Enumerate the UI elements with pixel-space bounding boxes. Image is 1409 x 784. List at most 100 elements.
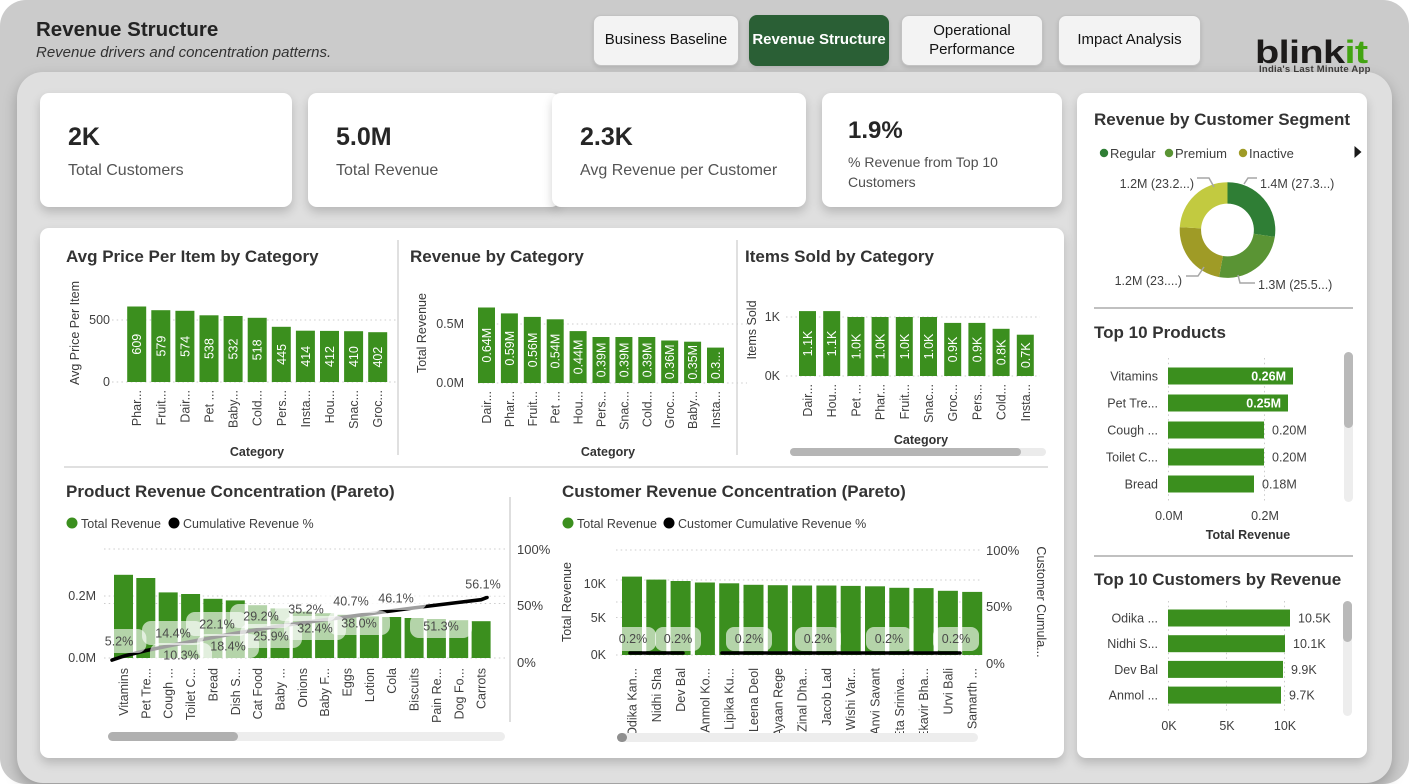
svg-text:402: 402 — [371, 347, 385, 368]
svg-text:Odika ...: Odika ... — [1111, 612, 1158, 626]
svg-text:1.0K: 1.0K — [874, 333, 888, 359]
svg-text:Insta...: Insta... — [709, 391, 723, 429]
svg-text:532: 532 — [227, 339, 241, 360]
svg-text:Pet Tre...: Pet Tre... — [1107, 397, 1158, 411]
svg-text:Baby...: Baby... — [686, 391, 700, 429]
svg-text:Hou...: Hou... — [825, 384, 839, 417]
svg-text:50%: 50% — [986, 599, 1012, 614]
svg-text:574: 574 — [178, 336, 192, 357]
svg-text:Regular: Regular — [1110, 146, 1156, 161]
svg-text:0.36M: 0.36M — [663, 344, 677, 379]
svg-text:9.7K: 9.7K — [1289, 689, 1315, 703]
svg-text:35.2%: 35.2% — [288, 603, 323, 617]
svg-text:Insta...: Insta... — [1019, 384, 1033, 422]
svg-text:Top 10 Products: Top 10 Products — [1094, 323, 1226, 342]
svg-text:Anmol Ko...: Anmol Ko... — [698, 668, 712, 733]
svg-text:1.4M (27.3...): 1.4M (27.3...) — [1260, 177, 1334, 191]
svg-text:Onions: Onions — [296, 668, 310, 708]
svg-text:0.59M: 0.59M — [503, 331, 517, 366]
svg-text:0.0M: 0.0M — [1155, 509, 1183, 523]
svg-text:Cough ...: Cough ... — [1107, 424, 1158, 438]
svg-text:0.2M: 0.2M — [1251, 509, 1279, 523]
svg-text:Avg Price Per Item: Avg Price Per Item — [68, 281, 82, 385]
svg-text:0.39M: 0.39M — [640, 343, 654, 378]
svg-text:Phar...: Phar... — [130, 390, 144, 426]
svg-text:Revenue by Category: Revenue by Category — [410, 247, 584, 266]
svg-text:0.35M: 0.35M — [686, 345, 700, 380]
svg-text:10K: 10K — [584, 577, 607, 591]
svg-text:Items Sold by Category: Items Sold by Category — [745, 247, 934, 266]
svg-text:0.2%: 0.2% — [804, 632, 833, 646]
svg-text:Vitamins: Vitamins — [1110, 370, 1158, 384]
svg-text:0.18M: 0.18M — [1262, 478, 1297, 492]
svg-text:Leena Deol: Leena Deol — [747, 668, 761, 732]
svg-text:1.2M (23.2...): 1.2M (23.2...) — [1120, 177, 1194, 191]
svg-text:Total Revenue: Total Revenue — [81, 517, 161, 531]
svg-text:Revenue by Customer Segment: Revenue by Customer Segment — [1094, 110, 1350, 129]
svg-text:10.5K: 10.5K — [1298, 612, 1331, 626]
svg-text:Total Revenue: Total Revenue — [415, 293, 429, 373]
svg-text:1K: 1K — [765, 310, 781, 324]
svg-text:410: 410 — [347, 346, 361, 367]
svg-text:Bread: Bread — [206, 668, 220, 701]
svg-text:Lotion: Lotion — [363, 668, 377, 702]
svg-text:32.4%: 32.4% — [297, 622, 332, 636]
svg-text:414: 414 — [299, 346, 313, 367]
svg-text:0.25M: 0.25M — [1246, 397, 1281, 411]
svg-text:445: 445 — [275, 344, 289, 365]
svg-text:Category: Category — [894, 433, 948, 447]
svg-text:0.56M: 0.56M — [526, 333, 540, 368]
svg-text:Phar...: Phar... — [874, 384, 888, 420]
svg-text:Pers...: Pers... — [970, 384, 984, 420]
svg-text:10.3%: 10.3% — [163, 649, 198, 663]
svg-text:Category: Category — [230, 445, 284, 459]
svg-text:Total Revenue: Total Revenue — [560, 562, 574, 642]
svg-text:Eggs: Eggs — [341, 668, 355, 697]
svg-text:Vitamins: Vitamins — [117, 668, 131, 716]
svg-text:Baby F...: Baby F... — [318, 668, 332, 717]
svg-text:Jacob Lad: Jacob Lad — [820, 668, 834, 726]
svg-text:Customer Revenue Concentration: Customer Revenue Concentration (Pareto) — [562, 482, 906, 501]
svg-text:Biscuits: Biscuits — [408, 668, 422, 711]
svg-text:40.7%: 40.7% — [333, 595, 368, 609]
svg-text:5K: 5K — [1219, 719, 1235, 733]
svg-text:Groc...: Groc... — [946, 384, 960, 422]
svg-text:Snac...: Snac... — [617, 391, 631, 430]
svg-text:Inactive: Inactive — [1249, 146, 1294, 161]
svg-text:Anmol ...: Anmol ... — [1109, 689, 1158, 703]
svg-text:Fruit...: Fruit... — [526, 391, 540, 426]
svg-text:Samarth ...: Samarth ... — [966, 668, 980, 729]
svg-text:Cold...: Cold... — [251, 390, 265, 426]
svg-text:Nidhi S...: Nidhi S... — [1107, 637, 1158, 651]
svg-text:0.2%: 0.2% — [875, 632, 904, 646]
svg-text:Avg Price Per Item by Category: Avg Price Per Item by Category — [66, 247, 319, 266]
svg-text:0.7K: 0.7K — [1019, 342, 1033, 368]
svg-text:38.0%: 38.0% — [341, 617, 376, 631]
svg-text:Cola: Cola — [385, 668, 399, 694]
svg-text:Dair...: Dair... — [178, 390, 192, 423]
svg-text:Cough ...: Cough ... — [162, 668, 176, 719]
svg-text:Baby ...: Baby ... — [273, 668, 287, 710]
svg-text:Insta...: Insta... — [299, 390, 313, 428]
svg-text:0.54M: 0.54M — [549, 334, 563, 369]
svg-text:5.2%: 5.2% — [105, 635, 134, 649]
svg-text:Premium: Premium — [1175, 146, 1227, 161]
svg-text:518: 518 — [251, 339, 265, 360]
svg-text:18.4%: 18.4% — [210, 640, 245, 654]
svg-text:Pet ...: Pet ... — [203, 390, 217, 423]
svg-text:0.8K: 0.8K — [995, 339, 1009, 365]
svg-text:412: 412 — [323, 346, 337, 367]
svg-text:Ekavir Bha...: Ekavir Bha... — [917, 668, 931, 739]
svg-text:Groc...: Groc... — [371, 390, 385, 428]
svg-text:Groc...: Groc... — [663, 391, 677, 429]
svg-text:0K: 0K — [765, 369, 781, 383]
svg-text:46.1%: 46.1% — [378, 592, 413, 606]
svg-text:29.2%: 29.2% — [243, 610, 278, 624]
svg-text:Snac...: Snac... — [922, 384, 936, 423]
svg-text:Fruit...: Fruit... — [154, 390, 168, 425]
svg-text:25.9%: 25.9% — [253, 630, 288, 644]
svg-text:0.44M: 0.44M — [572, 340, 586, 375]
svg-text:0K: 0K — [1161, 719, 1177, 733]
svg-text:0.0M: 0.0M — [436, 376, 464, 390]
svg-text:Snac...: Snac... — [347, 390, 361, 429]
